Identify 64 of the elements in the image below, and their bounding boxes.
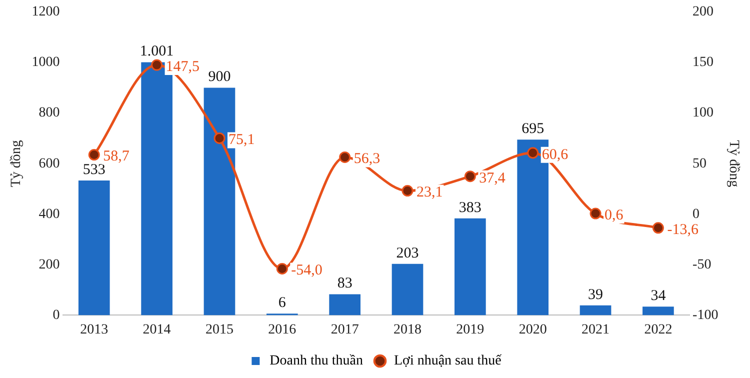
y-tick-label: 600 — [38, 156, 60, 172]
data-label: 37,4 — [479, 170, 506, 186]
y-tick-label: 1200 — [32, 4, 60, 20]
y-tick-label: 200 — [38, 257, 60, 272]
x-tick-label: 2018 — [394, 322, 422, 338]
data-label: 1.001 — [140, 44, 174, 60]
data-label: 58,7 — [103, 148, 130, 165]
y2-tick-label: 200 — [692, 4, 714, 20]
y-axis-title: Tỷ đồng — [9, 140, 24, 188]
point — [652, 222, 664, 234]
data-label: 75,1 — [228, 132, 255, 148]
y-tick-label: 400 — [38, 206, 60, 222]
point — [151, 59, 163, 71]
x-tick-label: 2013 — [80, 322, 108, 338]
point — [402, 185, 414, 197]
bar — [329, 294, 360, 316]
data-label: 147,5 — [166, 58, 200, 75]
y2-tick-label: 0 — [692, 206, 700, 222]
y-tick-label: 0 — [52, 308, 60, 323]
y2-tick-label: -50 — [692, 257, 712, 272]
bar — [78, 180, 110, 316]
data-label: -13,6 — [667, 222, 699, 238]
point — [339, 151, 351, 163]
data-label: 533 — [82, 162, 106, 178]
data-label: 34 — [650, 288, 666, 304]
legend-label: Lợi nhuận sau thuế — [394, 354, 502, 369]
bar — [642, 306, 674, 316]
x-tick-label: 2014 — [142, 322, 171, 338]
point — [276, 262, 288, 274]
x-tick-label: 2015 — [205, 322, 234, 338]
data-label: 56,3 — [354, 151, 380, 168]
x-tick-label: 2021 — [582, 322, 610, 338]
point — [464, 170, 476, 182]
data-label: 383 — [458, 200, 482, 216]
x-tick-label: 2016 — [268, 322, 296, 338]
x-tick-label: 2022 — [644, 322, 672, 338]
data-label: 83 — [337, 276, 352, 292]
y-tick-label: 1000 — [32, 55, 60, 70]
data-label: -54,0 — [291, 262, 322, 279]
y2-tick-label: 150 — [692, 55, 714, 70]
data-label: 695 — [522, 121, 544, 138]
x-tick-label: 2019 — [456, 322, 484, 338]
point — [527, 147, 539, 159]
data-label: 900 — [208, 69, 231, 86]
bar — [454, 218, 486, 316]
y2-axis-title: Tỷ đồng — [726, 140, 741, 188]
data-label: 203 — [396, 245, 419, 262]
data-label: 60,6 — [542, 146, 569, 163]
y-tick-label: 800 — [38, 106, 60, 121]
y2-tick-label: 100 — [692, 106, 714, 121]
x-tick-label: 2020 — [518, 322, 547, 338]
data-label: 39 — [588, 286, 604, 303]
legend-label: Doanh thu thuần — [270, 354, 364, 369]
data-label: 6 — [278, 295, 286, 312]
point — [214, 132, 226, 144]
data-label: 0,6 — [604, 207, 624, 224]
bar — [580, 305, 612, 316]
point — [590, 208, 602, 220]
y2-tick-label: 50 — [692, 156, 707, 172]
x-tick-label: 2017 — [330, 322, 359, 338]
point — [88, 149, 100, 161]
data-label: 23,1 — [416, 184, 443, 201]
bar — [392, 264, 424, 316]
y2-tick-label: -100 — [692, 308, 718, 323]
